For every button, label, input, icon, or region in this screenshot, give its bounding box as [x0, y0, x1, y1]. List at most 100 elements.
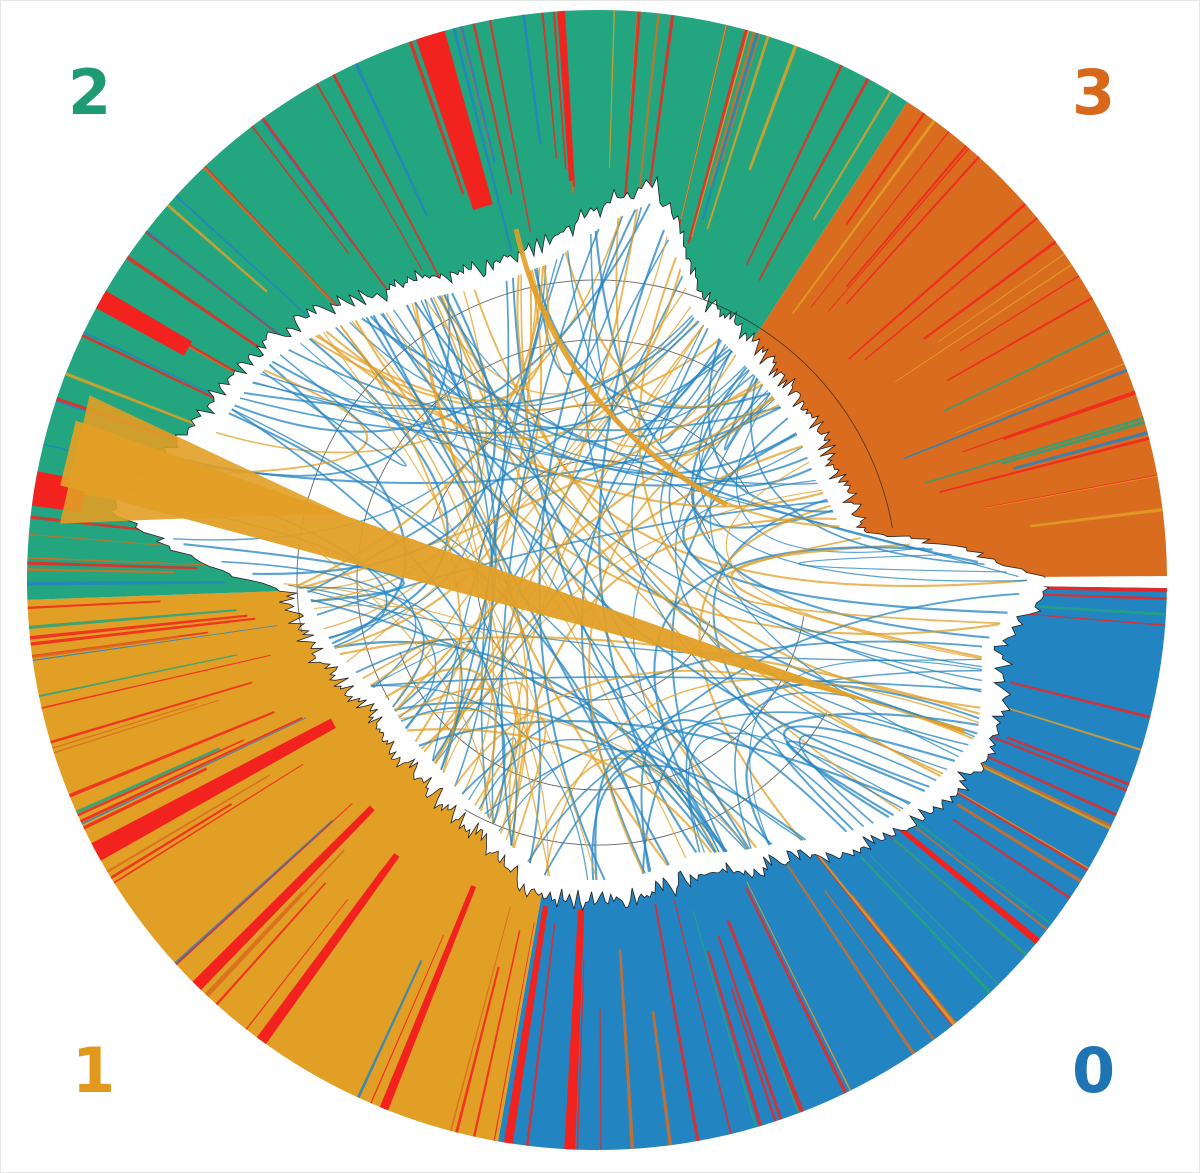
lineage-stripe — [748, 45, 798, 171]
transfer-band-top — [513, 228, 729, 508]
lineage-stripe — [745, 887, 848, 1094]
lineage-stripe — [522, 14, 542, 145]
lineage-stripe — [552, 11, 567, 169]
lineage-stripe — [27, 568, 175, 574]
reticulation-chord — [638, 257, 981, 709]
lineage-stripe — [75, 747, 221, 815]
lineage-stripe — [261, 117, 398, 305]
lineage-stripe — [701, 32, 759, 221]
lineage-stripe — [845, 156, 980, 305]
lineage-stripe — [576, 959, 585, 1150]
reticulation-chord — [709, 392, 959, 758]
lineage-stripe — [651, 1011, 673, 1146]
reticulation-chord — [783, 725, 956, 819]
reticulation-chord — [682, 433, 1008, 614]
lineage-stripe — [824, 890, 935, 1041]
lineage-stripe — [717, 935, 783, 1120]
red-lineage-wedge — [91, 718, 336, 861]
reticulation-chord — [392, 320, 699, 708]
lineage-stripe — [859, 855, 992, 994]
reticulation-chord — [730, 543, 982, 659]
reticulation-chord — [379, 313, 774, 464]
lineage-stripe — [893, 838, 1028, 957]
red-lineage-wedge — [897, 825, 1040, 945]
lineage-stripe — [449, 906, 511, 1132]
reticulation-chord — [660, 369, 982, 668]
red-lineage-wedge — [416, 30, 493, 211]
lineage-stripe — [488, 19, 532, 233]
lineage-stripe — [315, 83, 423, 271]
reticulation-chord — [588, 403, 780, 875]
reticulation-chord — [527, 711, 964, 863]
reticulation-chord — [183, 543, 405, 603]
reticulation-chord — [723, 375, 764, 451]
lineage-stripe — [952, 818, 1071, 900]
lineage-stripe — [673, 899, 732, 1135]
lineage-stripe — [845, 145, 968, 288]
reticulation-chord — [215, 216, 622, 454]
reticulation-chord — [239, 350, 734, 434]
clade-label-1: 1 — [72, 1034, 116, 1107]
lineage-stripe — [812, 90, 892, 221]
reticulation-chord — [786, 740, 926, 817]
lineage-stripe — [680, 24, 728, 220]
reticulation-chord — [308, 337, 449, 640]
lineage-stripe — [38, 654, 238, 698]
reticulation-chords — [143, 203, 1027, 881]
red-lineage-wedge — [379, 885, 477, 1111]
lineage-stripe — [28, 609, 237, 629]
lineage-stripe — [473, 930, 521, 1137]
lineage-stripe — [608, 10, 615, 168]
reticulation-chord — [584, 215, 969, 746]
reticulation-chord — [399, 710, 750, 850]
lineage-stripe — [864, 217, 1038, 361]
lineage-stripe — [758, 77, 870, 281]
lineage-stripe — [730, 988, 777, 1122]
lineage-stripe — [923, 240, 1057, 340]
reticulation-chord — [717, 537, 1001, 625]
lineage-stripe — [959, 275, 1080, 352]
root-gap — [896, 577, 1169, 588]
red-lineage-wedge — [557, 10, 574, 181]
lineage-stripe — [370, 934, 445, 1104]
lineage-stripe — [83, 767, 208, 830]
lineage-stripe — [106, 774, 270, 873]
lineage-stripe — [746, 881, 852, 1091]
lineage-stripe — [53, 699, 220, 754]
reticulation-chord — [424, 287, 687, 395]
lineage-stripe — [687, 29, 749, 244]
lineage-stripe — [251, 125, 350, 254]
reticulation-chord — [310, 598, 773, 846]
reticulation-chord — [615, 217, 774, 457]
lineage-stripe — [618, 949, 635, 1150]
clade-label-2: 2 — [68, 56, 112, 129]
lineage-stripe — [924, 416, 1144, 484]
lineage-stripe — [354, 62, 428, 217]
reticulation-chord — [252, 292, 497, 575]
reticulation-chord — [423, 208, 639, 753]
lineage-stripe — [798, 831, 956, 1026]
lineage-stripe — [541, 12, 558, 159]
reticulation-chord — [691, 366, 990, 639]
reticulation-chord — [440, 294, 757, 849]
lineage-stripe — [727, 919, 805, 1113]
reticulation-chord — [675, 389, 948, 771]
reticulation-chord — [750, 377, 985, 566]
lineage-stripe — [986, 475, 1158, 509]
red-lineage-wedge — [564, 909, 585, 1150]
lineage-stripe — [746, 64, 843, 266]
reticulation-chord — [420, 300, 494, 787]
reticulation-chord — [299, 380, 761, 590]
reticulation-chord — [317, 269, 682, 439]
lineage-stripe — [692, 910, 757, 1128]
reticulation-chord — [640, 719, 848, 873]
reticulation-chord — [339, 325, 463, 773]
lineage-stripe — [455, 966, 500, 1133]
lineage-stripe — [166, 203, 268, 293]
lineage-stripe — [145, 230, 304, 353]
reticulation-chord — [725, 461, 982, 660]
lineage-stripe — [943, 329, 1111, 412]
lineage-stripe — [52, 703, 198, 749]
lineage-stripe — [962, 390, 1136, 453]
